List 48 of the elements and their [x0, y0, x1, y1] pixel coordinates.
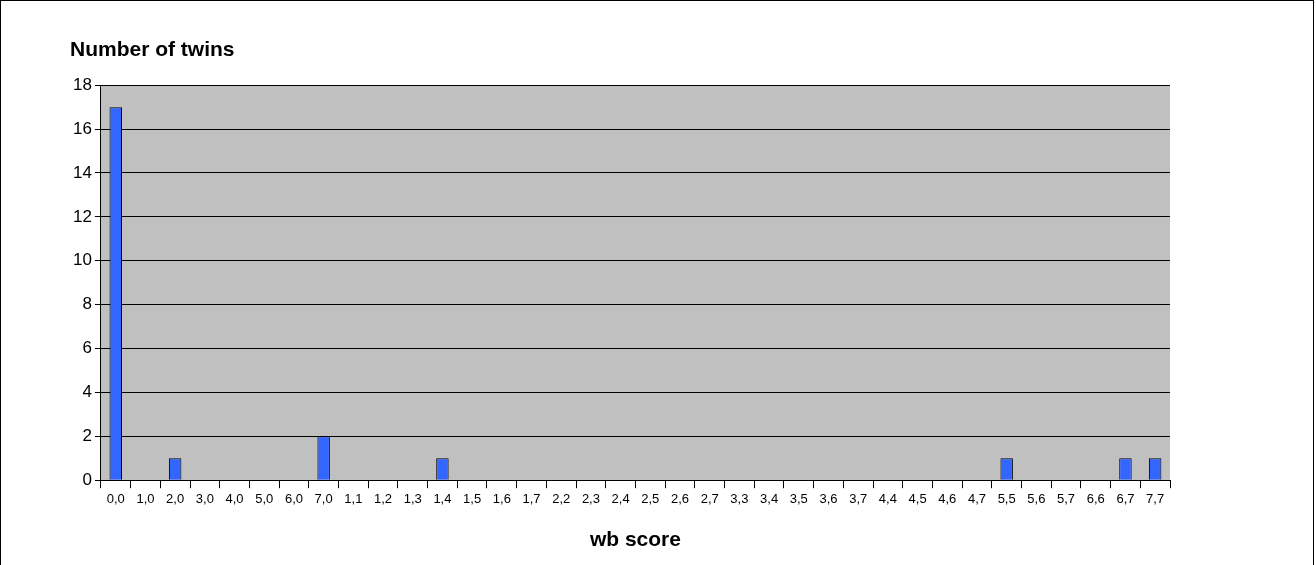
x-tick-label: 6,7 — [1116, 490, 1135, 506]
y-tick-label: 2 — [82, 426, 92, 445]
y-tick-label: 14 — [72, 162, 92, 182]
x-tick-label: 4,0 — [225, 490, 244, 506]
y-tick-label: 10 — [72, 250, 92, 270]
x-tick-label: 5,6 — [1027, 490, 1046, 506]
x-tick-label: 3,0 — [195, 490, 214, 506]
x-tick-label: 2,5 — [641, 490, 660, 506]
x-tick-label: 1,4 — [433, 490, 452, 506]
y-tick-label: 8 — [82, 294, 92, 314]
x-axis-title: wb score — [588, 527, 681, 551]
x-tick-label: 5,0 — [255, 490, 274, 506]
y-tick-label: 16 — [72, 118, 92, 138]
x-tick-label: 3,3 — [730, 490, 749, 506]
x-tick-label: 0,0 — [106, 490, 125, 506]
x-tick-label: 2,3 — [581, 490, 600, 506]
x-tick-label: 2,6 — [670, 490, 690, 506]
x-tick-label: 4,6 — [938, 490, 957, 506]
x-tick-label: 1,7 — [522, 490, 541, 506]
x-tick-label: 1,3 — [403, 490, 422, 506]
x-tick-label: 4,4 — [878, 490, 897, 506]
x-tick-label: 2,0 — [166, 490, 185, 506]
x-tick-label: 1,5 — [463, 490, 482, 506]
x-tick-label: 1,1 — [344, 490, 363, 506]
x-tick-label: 6,6 — [1086, 490, 1105, 506]
y-tick-label: 18 — [72, 74, 92, 94]
x-tick-label: 7,7 — [1146, 490, 1165, 506]
x-tick-label: 4,7 — [967, 490, 987, 506]
x-tick-label: 5,7 — [1057, 490, 1076, 506]
x-tick-label: 2,7 — [700, 490, 719, 506]
x-tick-label: 1,2 — [373, 490, 393, 506]
x-tick-label: 3,5 — [789, 490, 808, 506]
x-tick-label: 7,0 — [314, 490, 333, 506]
x-tick-label: 1,0 — [136, 490, 155, 506]
x-tick-label: 3,6 — [819, 490, 838, 506]
x-tick-label: 4,5 — [908, 490, 927, 506]
x-tick-label: 6,0 — [284, 490, 303, 506]
x-tick-label: 1,6 — [492, 490, 511, 506]
x-tick-label: 2,2 — [552, 490, 571, 506]
x-tick-label: 3,7 — [849, 490, 868, 506]
y-tick-label: 6 — [82, 338, 92, 358]
y-tick-label: 0 — [82, 469, 92, 489]
x-tick-label: 5,5 — [997, 490, 1016, 506]
y-tick-label: 4 — [82, 382, 92, 402]
y-tick-label: 12 — [72, 206, 92, 226]
x-tick-label: 2,4 — [611, 490, 630, 506]
x-tick-label: 3,4 — [760, 490, 779, 506]
chart-title: Number of twins — [70, 37, 235, 61]
